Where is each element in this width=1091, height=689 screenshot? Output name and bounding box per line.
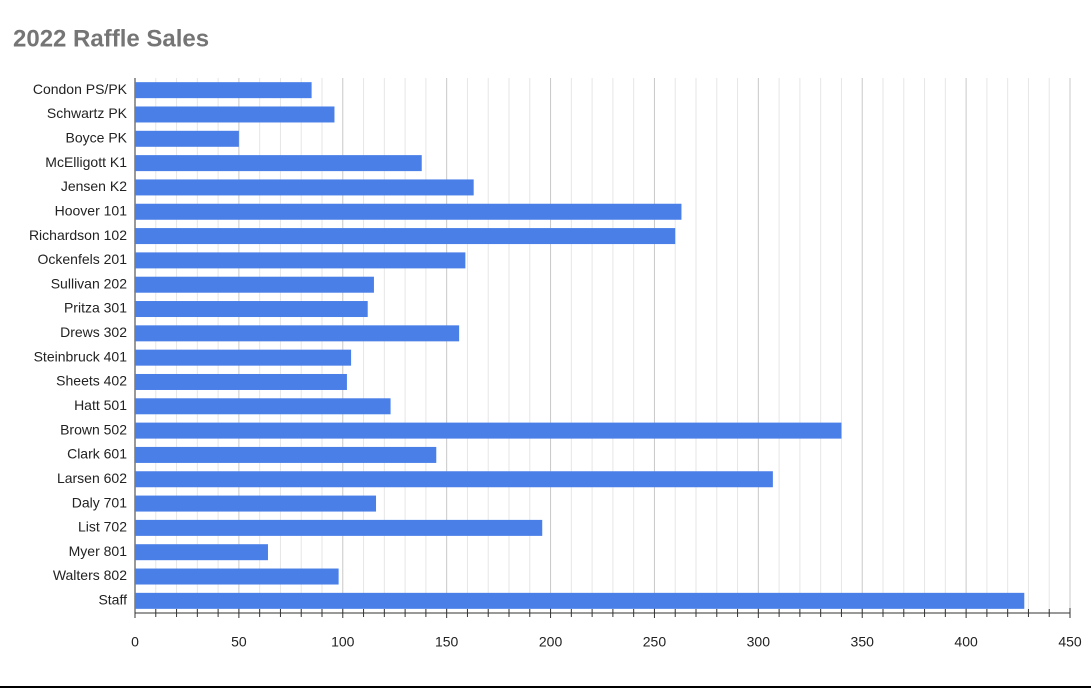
x-tick-label: 200 bbox=[539, 634, 563, 650]
x-tick-label: 400 bbox=[954, 634, 978, 650]
x-tick-label: 150 bbox=[435, 634, 459, 650]
bar bbox=[135, 471, 773, 488]
y-tick-label: Hoover 101 bbox=[55, 202, 128, 218]
bar bbox=[135, 398, 391, 415]
y-tick-label: List 702 bbox=[78, 519, 127, 535]
y-tick-label: Jensen K2 bbox=[61, 178, 127, 194]
bar bbox=[135, 179, 474, 196]
bar bbox=[135, 544, 268, 561]
bar bbox=[135, 252, 466, 269]
chart-title: 2022 Raffle Sales bbox=[13, 25, 209, 52]
bar bbox=[135, 155, 422, 172]
bar bbox=[135, 106, 335, 123]
y-tick-label: Brown 502 bbox=[60, 421, 127, 437]
bar bbox=[135, 325, 460, 342]
bar bbox=[135, 130, 239, 147]
x-tick-label: 250 bbox=[643, 634, 667, 650]
bar bbox=[135, 495, 377, 512]
y-tick-label: Sheets 402 bbox=[56, 373, 127, 389]
y-tick-label: Drews 302 bbox=[60, 324, 127, 340]
x-tick-label: 0 bbox=[131, 634, 139, 650]
y-tick-label: Schwartz PK bbox=[47, 105, 128, 121]
y-tick-label: Steinbruck 401 bbox=[34, 348, 128, 364]
bar bbox=[135, 446, 437, 463]
bar bbox=[135, 228, 676, 245]
y-tick-label: Larsen 602 bbox=[57, 470, 127, 486]
y-tick-label: Sullivan 202 bbox=[51, 275, 127, 291]
bar bbox=[135, 82, 312, 99]
y-tick-label: Ockenfels 201 bbox=[38, 251, 128, 267]
y-tick-label: Richardson 102 bbox=[29, 227, 127, 243]
y-tick-label: Daly 701 bbox=[72, 494, 127, 510]
bar bbox=[135, 519, 543, 536]
y-tick-label: Clark 601 bbox=[67, 446, 127, 462]
bar bbox=[135, 276, 374, 293]
bar bbox=[135, 422, 842, 439]
bar bbox=[135, 568, 339, 585]
y-tick-label: McElligott K1 bbox=[45, 154, 127, 170]
y-tick-label: Condon PS/PK bbox=[33, 81, 128, 97]
y-tick-label: Hatt 501 bbox=[74, 397, 127, 413]
y-tick-label: Staff bbox=[98, 592, 127, 608]
x-tick-label: 450 bbox=[1058, 634, 1082, 650]
x-tick-label: 300 bbox=[747, 634, 771, 650]
y-tick-label: Walters 802 bbox=[53, 567, 127, 583]
bar bbox=[135, 203, 682, 220]
y-tick-label: Boyce PK bbox=[66, 129, 128, 145]
y-tick-label: Myer 801 bbox=[69, 543, 128, 559]
y-tick-label: Pritza 301 bbox=[64, 300, 127, 316]
x-tick-label: 100 bbox=[331, 634, 355, 650]
bar bbox=[135, 301, 368, 318]
bar bbox=[135, 373, 347, 390]
bar bbox=[135, 592, 1025, 609]
bar bbox=[135, 349, 352, 366]
x-tick-label: 50 bbox=[231, 634, 247, 650]
x-tick-label: 350 bbox=[851, 634, 875, 650]
